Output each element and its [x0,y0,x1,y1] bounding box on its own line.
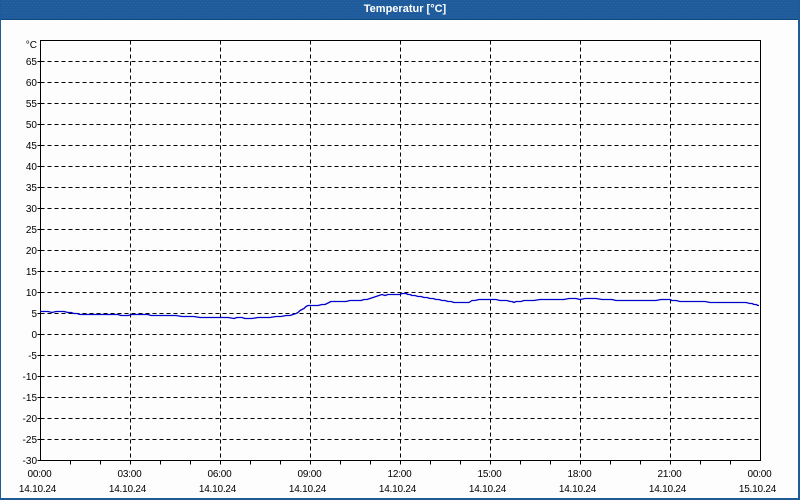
svg-text:14.10.24: 14.10.24 [289,484,327,495]
svg-text:25: 25 [26,225,38,236]
svg-text:18:00: 18:00 [567,469,592,480]
svg-text:15: 15 [26,267,38,278]
svg-text:15.10.24: 15.10.24 [739,484,777,495]
svg-text:-30: -30 [23,456,38,467]
svg-text:20: 20 [26,246,38,257]
svg-text:15:00: 15:00 [477,469,502,480]
svg-text:06:00: 06:00 [207,469,232,480]
svg-text:09:00: 09:00 [297,469,322,480]
svg-text:14.10.24: 14.10.24 [469,484,507,495]
svg-text:00:00: 00:00 [747,469,772,480]
svg-text:12:00: 12:00 [387,469,412,480]
svg-text:°C: °C [26,40,37,51]
svg-text:65: 65 [26,57,38,68]
svg-text:45: 45 [26,141,38,152]
svg-text:-15: -15 [23,393,38,404]
svg-text:21:00: 21:00 [657,469,682,480]
svg-text:30: 30 [26,204,38,215]
svg-text:14.10.24: 14.10.24 [199,484,237,495]
svg-text:-10: -10 [23,372,38,383]
svg-text:03:00: 03:00 [117,469,142,480]
svg-text:0: 0 [31,330,37,341]
svg-text:14.10.24: 14.10.24 [109,484,147,495]
svg-text:35: 35 [26,183,38,194]
svg-text:50: 50 [26,120,38,131]
svg-text:-25: -25 [23,435,38,446]
svg-text:55: 55 [26,99,38,110]
svg-text:-20: -20 [23,414,38,425]
svg-text:10: 10 [26,288,38,299]
svg-text:5: 5 [31,309,37,320]
svg-text:14.10.24: 14.10.24 [379,484,417,495]
svg-text:60: 60 [26,78,38,89]
svg-text:40: 40 [26,162,38,173]
svg-text:00:00: 00:00 [27,469,52,480]
svg-text:14.10.24: 14.10.24 [19,484,57,495]
svg-text:14.10.24: 14.10.24 [559,484,597,495]
svg-text:-5: -5 [28,351,37,362]
svg-text:14.10.24: 14.10.24 [649,484,687,495]
